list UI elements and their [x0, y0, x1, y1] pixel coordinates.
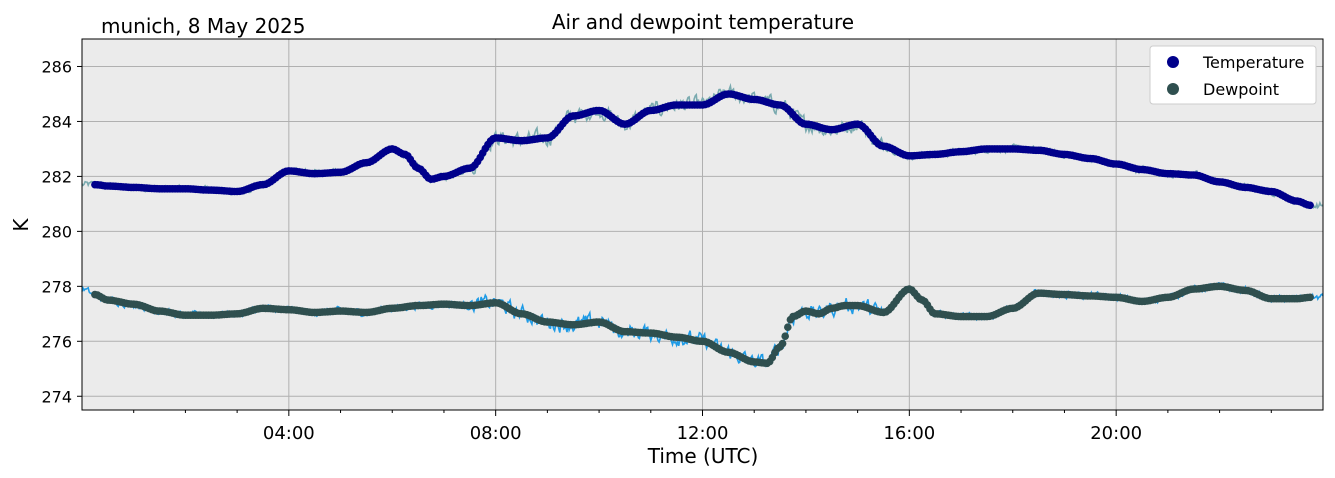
y-tick-label: 276: [41, 332, 72, 351]
legend-dewpoint-marker: [1167, 83, 1179, 95]
x-tick-label: 12:00: [677, 423, 729, 444]
x-tick-label: 16:00: [883, 423, 935, 444]
series-1-dot: [781, 332, 789, 341]
series-1-dot: [784, 323, 792, 332]
y-tick-label: 274: [41, 387, 72, 406]
x-tick-label: 04:00: [263, 423, 315, 444]
axes: 04:00 08:00 12:00 16:00 20:00 274 276 278 280 282…: [41, 57, 1272, 444]
legend-temperature-marker: [1167, 56, 1179, 68]
chart-title: Air and dewpoint temperature: [552, 10, 854, 34]
y-tick-label: 286: [41, 57, 72, 76]
legend[interactable]: Temperature Dewpoint: [1149, 45, 1317, 105]
y-tick-label: 284: [41, 112, 72, 131]
legend-box: [1149, 45, 1317, 105]
series-1-dot: [778, 339, 787, 348]
x-axis-label: Time (UTC): [647, 444, 759, 468]
y-tick-label: 278: [41, 277, 72, 296]
location-date-label: munich, 8 May 2025: [101, 14, 305, 38]
grid-lines: [82, 39, 1323, 410]
x-tick-label: 20:00: [1090, 423, 1142, 444]
y-tick-label: 280: [41, 222, 72, 241]
y-tick-label: 282: [41, 167, 72, 186]
smoothed-series-dots: [91, 90, 1314, 368]
legend-dewpoint-label: Dewpoint: [1203, 80, 1279, 99]
series-1-dot: [1306, 293, 1314, 302]
x-tick-label: 08:00: [470, 423, 522, 444]
series-0-dot: [1306, 201, 1314, 210]
legend-temperature-label: Temperature: [1202, 53, 1304, 72]
y-axis-label: K: [9, 218, 33, 232]
